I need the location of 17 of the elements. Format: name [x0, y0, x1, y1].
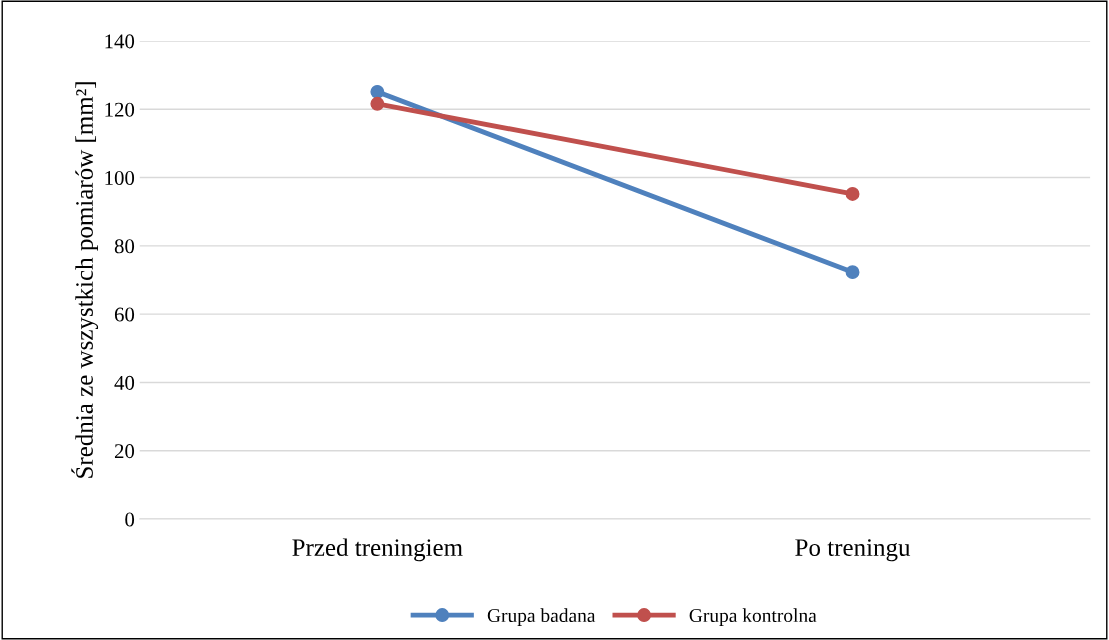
y-axis-title: Średnia ze wszystkich pomiarów [mm²]	[71, 82, 99, 478]
point	[845, 187, 860, 201]
y-tick-label: 0	[125, 512, 135, 527]
point	[370, 84, 385, 99]
y-tick-label: 120	[105, 102, 135, 117]
x-tick-label: Przed treningiem	[292, 538, 463, 562]
y-tick-label: 60	[114, 307, 135, 322]
y-tick-label: 20	[114, 444, 135, 459]
y-tick-label: 140	[105, 34, 135, 49]
legend-label: Grupa kontrolna	[689, 608, 817, 626]
x-tick-label: Po treningu	[795, 539, 911, 562]
y-tick-label: 80	[114, 239, 135, 254]
legend-label: Grupa badana	[487, 608, 596, 626]
point	[370, 96, 385, 111]
point	[845, 265, 860, 280]
y-tick-label: 40	[114, 375, 135, 390]
y-tick-label: 100	[105, 170, 135, 185]
